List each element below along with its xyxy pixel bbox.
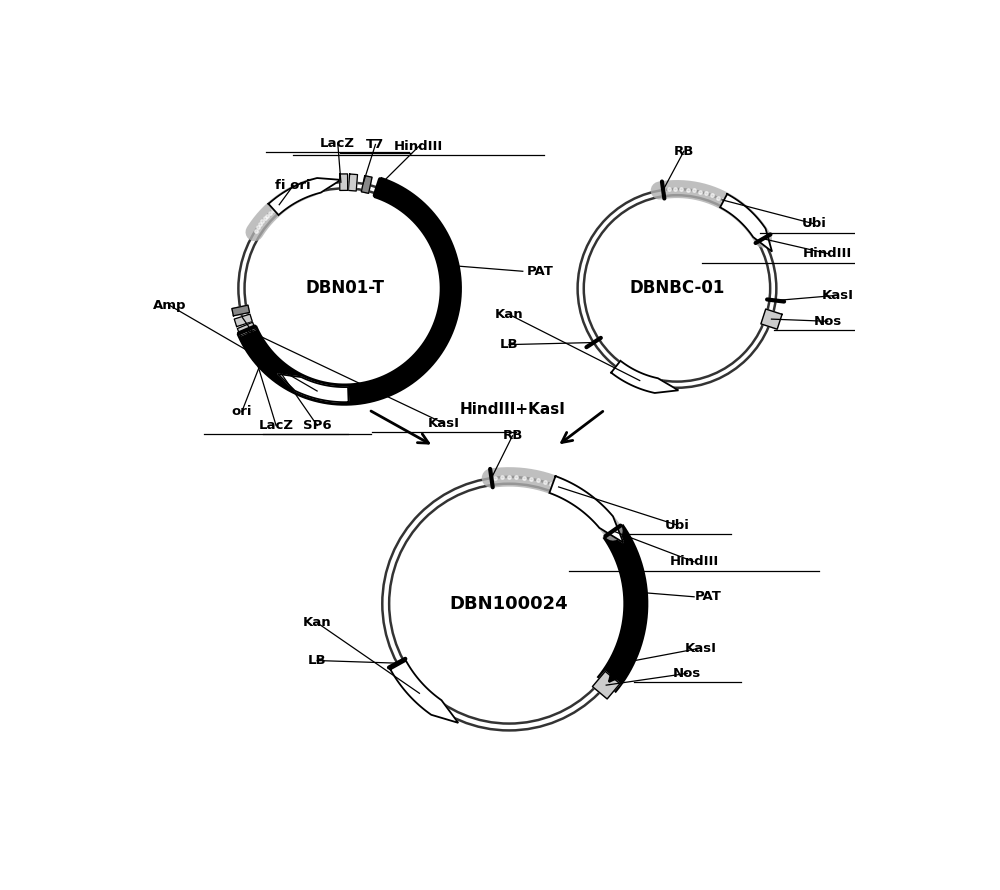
Text: Nos: Nos xyxy=(814,315,842,328)
Polygon shape xyxy=(237,322,256,336)
Polygon shape xyxy=(348,174,358,191)
Polygon shape xyxy=(390,660,458,723)
Text: LacZ: LacZ xyxy=(320,137,355,150)
Polygon shape xyxy=(611,360,678,393)
Polygon shape xyxy=(549,476,623,543)
Polygon shape xyxy=(234,314,252,327)
Polygon shape xyxy=(268,178,341,215)
Polygon shape xyxy=(232,305,250,316)
Polygon shape xyxy=(720,194,772,252)
Text: Amp: Amp xyxy=(153,299,187,312)
Text: SP6: SP6 xyxy=(303,419,332,432)
Polygon shape xyxy=(761,309,782,329)
Polygon shape xyxy=(361,175,372,193)
Polygon shape xyxy=(592,671,620,699)
Text: DBNBC-01: DBNBC-01 xyxy=(629,279,725,297)
Text: Kan: Kan xyxy=(303,617,332,629)
Text: HindIII: HindIII xyxy=(394,140,443,153)
Text: HindIII: HindIII xyxy=(803,247,852,260)
Text: fi ori: fi ori xyxy=(275,179,311,192)
Text: RB: RB xyxy=(674,145,694,158)
Text: PAT: PAT xyxy=(694,590,721,603)
Text: HindIII+KasI: HindIII+KasI xyxy=(460,402,565,417)
Text: KasI: KasI xyxy=(822,288,854,302)
Text: PAT: PAT xyxy=(526,264,553,278)
Text: LB: LB xyxy=(308,654,327,667)
Text: LacZ: LacZ xyxy=(259,419,294,432)
Text: Ubi: Ubi xyxy=(665,519,689,531)
Text: DBN100024: DBN100024 xyxy=(450,595,568,612)
Text: ori: ori xyxy=(232,405,252,418)
Polygon shape xyxy=(340,174,348,190)
Text: LB: LB xyxy=(500,338,518,351)
Text: DBN01-T: DBN01-T xyxy=(305,279,384,297)
Text: HindIII: HindIII xyxy=(669,555,719,569)
Text: KasI: KasI xyxy=(685,642,717,654)
Text: RB: RB xyxy=(502,429,523,442)
Text: T7: T7 xyxy=(366,138,385,151)
Text: KasI: KasI xyxy=(428,417,460,430)
Text: Ubi: Ubi xyxy=(802,217,826,231)
Polygon shape xyxy=(278,374,349,402)
Text: Kan: Kan xyxy=(495,308,523,321)
Text: Nos: Nos xyxy=(673,667,701,680)
